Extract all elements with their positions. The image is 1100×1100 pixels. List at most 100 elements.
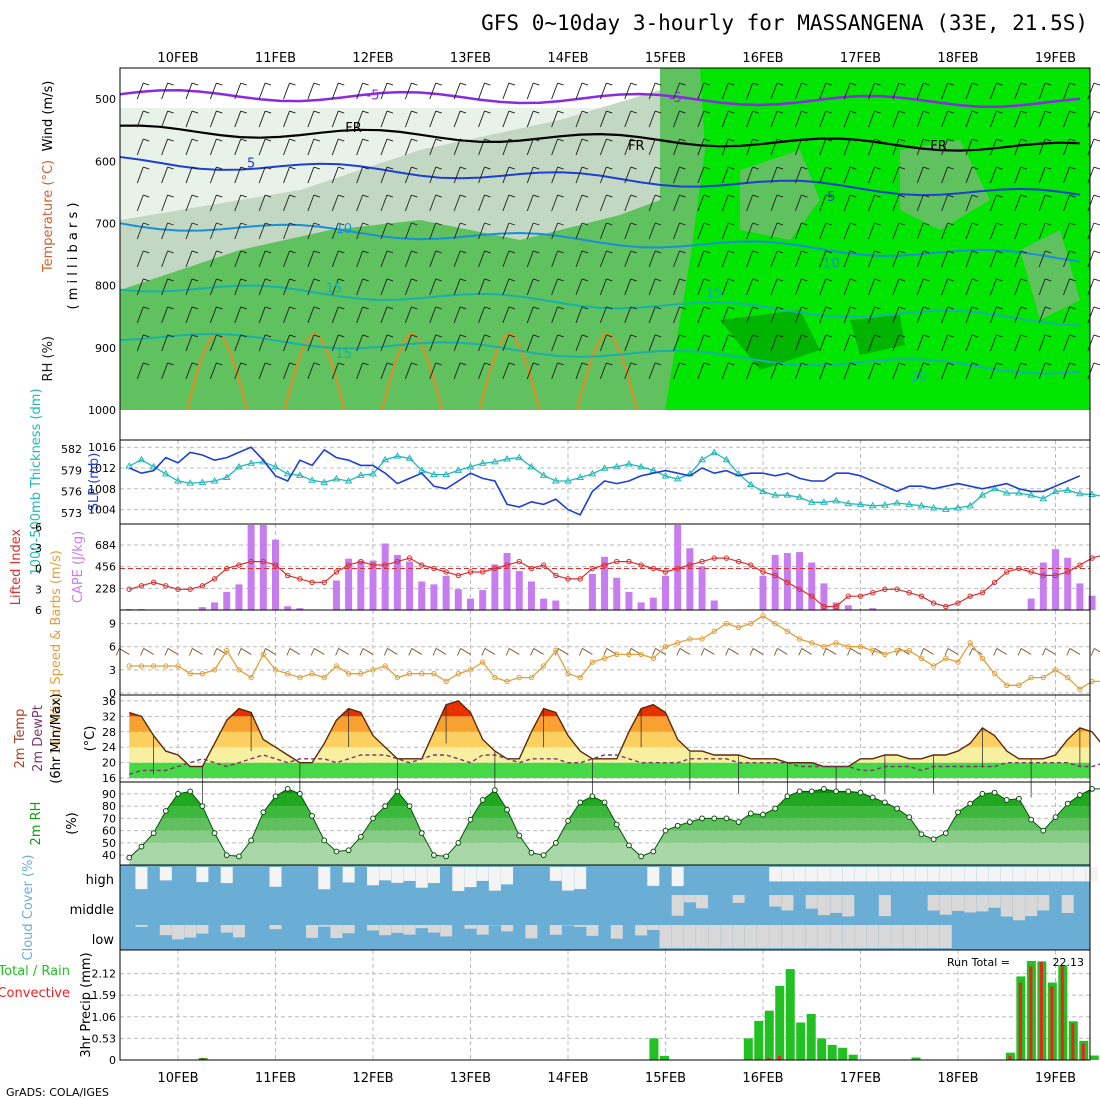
wind10-marker (930, 663, 937, 669)
precip-total-bar (1089, 1055, 1099, 1060)
wind10-barb (749, 648, 764, 656)
contour-label: FR (345, 121, 362, 136)
wind-barb (1038, 138, 1052, 156)
wind-barb (697, 222, 711, 240)
cloud-high-gap (1049, 867, 1062, 882)
thickness-marker (174, 477, 182, 484)
wind-barb (404, 250, 418, 268)
wind-barb (965, 334, 979, 352)
cape-bar (1039, 562, 1047, 610)
wind10-marker (577, 674, 583, 681)
wind10-barb (188, 648, 203, 656)
wind-barb (1087, 362, 1100, 380)
slp-tick-label: 1016 (88, 441, 116, 454)
wind10-marker (614, 651, 620, 658)
lifted-index-marker (504, 562, 510, 568)
wind-barb (429, 82, 442, 100)
thickness-tick-label: 579 (61, 464, 82, 477)
wind-barb (526, 362, 540, 380)
ylabel-rh: RH (%) (41, 336, 56, 381)
wind-barb (258, 334, 272, 352)
cape-bar (771, 554, 779, 610)
wind10-marker (601, 655, 608, 661)
wind-barb (356, 82, 369, 100)
wind-barb (1038, 306, 1052, 324)
wind-barb (892, 110, 906, 128)
lifted-index-marker (991, 579, 998, 586)
cloud-low-gap (635, 925, 648, 936)
rh-marker (869, 794, 876, 801)
cloud-high-gap (488, 867, 501, 891)
rh-marker (723, 815, 730, 822)
wind-barb (989, 250, 1003, 268)
temp-band (129, 731, 1090, 748)
cape-bar (601, 556, 609, 610)
wind-barb (551, 334, 564, 352)
wind-barb (1087, 250, 1100, 268)
wind-barb (136, 278, 150, 296)
wind-barb (307, 110, 321, 128)
wind-barb (746, 166, 759, 184)
thickness-marker (490, 457, 499, 465)
cape-bar (515, 571, 523, 610)
wind-barb (331, 362, 345, 380)
wind-barb (746, 362, 759, 380)
cape-bar (588, 573, 596, 610)
wind10-marker (869, 647, 876, 654)
thickness-marker (564, 477, 572, 484)
rh-marker (711, 815, 718, 822)
wind10-marker (333, 663, 340, 669)
slp-tick-label: 1012 (88, 462, 116, 475)
thickness-marker (929, 503, 938, 511)
wind-barb (453, 82, 467, 100)
wind10-marker (1040, 674, 1047, 681)
ylabel-precip: 3hr Precip (mm) (79, 952, 94, 1057)
rh-band (129, 818, 1090, 831)
wind-barb (551, 306, 564, 324)
wind-barb (380, 334, 394, 352)
wind-barb (794, 110, 808, 128)
wind10-marker (1052, 667, 1059, 673)
temp-band (129, 716, 1090, 732)
wind-barb (648, 278, 662, 296)
wind-barb (234, 82, 247, 100)
lifted-index-marker (443, 569, 449, 575)
cape-bar (345, 558, 353, 610)
lifted-index-marker (126, 586, 132, 592)
rh-marker (979, 790, 986, 797)
wind-barb (916, 362, 930, 380)
cape-bar (662, 575, 669, 610)
wind-barb (258, 278, 272, 296)
precip-convective-bar (777, 1055, 781, 1060)
wind-barb (136, 362, 150, 380)
cloud-low-gap (939, 925, 952, 948)
wind-barb (283, 278, 296, 296)
cape-bar (1064, 557, 1072, 610)
wind-barb (1038, 82, 1052, 100)
wind-barb (575, 194, 589, 212)
wind-barb (136, 138, 150, 156)
wind10-barb (530, 648, 544, 656)
wind-barb (989, 222, 1003, 240)
wind-barb (161, 166, 174, 184)
lifted-index-marker (845, 593, 852, 599)
cloud-high-gap (769, 867, 782, 882)
wind-barb (1014, 82, 1027, 100)
precip-panel-frame (119, 949, 1091, 1061)
wind10-marker (175, 663, 181, 669)
thickness-marker (783, 491, 792, 498)
thickness-marker (149, 462, 158, 470)
cloud-high-gap (269, 867, 282, 887)
cloud-middle-gap (732, 895, 745, 903)
date-label-bottom: 16FEB (742, 1071, 783, 1086)
wind-barb (1038, 334, 1052, 352)
wind-barb (770, 194, 784, 212)
cloud-low-gap (817, 925, 830, 948)
cloud-low-gap (135, 925, 148, 927)
wind-barb (819, 166, 832, 184)
wind-barb (746, 138, 759, 156)
lifted-index-marker (955, 600, 961, 606)
wind-barb (599, 306, 613, 324)
wind10-marker (687, 636, 693, 642)
thickness-marker (1075, 489, 1084, 497)
